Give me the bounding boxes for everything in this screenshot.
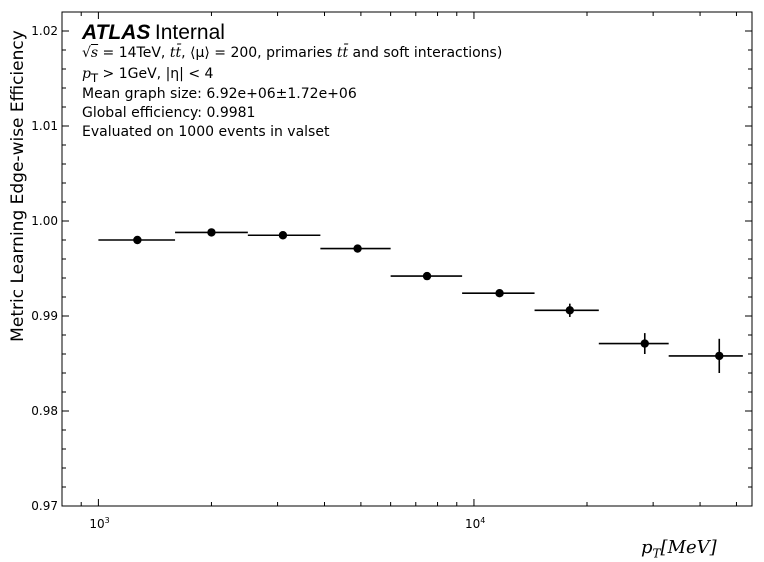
x-tick-exponent: 3 xyxy=(104,516,110,525)
data-point xyxy=(534,303,599,317)
x-tick-base: 10 xyxy=(464,517,481,531)
soft-text: and soft interactions) xyxy=(348,45,503,61)
y-axis-label: Metric Learning Edge-wise Efficiency xyxy=(8,30,28,342)
energy-text: = 14TeV, xyxy=(98,45,170,61)
sqrt-s-symbol: s xyxy=(90,45,99,61)
data-marker xyxy=(495,289,504,298)
cut-sub: T xyxy=(90,70,99,85)
cuts-line: pT > 1GeV, |η| < 4 xyxy=(82,67,213,84)
evaluated-line: Evaluated on 1000 events in valset xyxy=(82,124,330,140)
data-point xyxy=(98,235,176,245)
x-axis-var: p xyxy=(641,537,653,558)
y-tick-label: 1.00 xyxy=(31,214,58,228)
experiment-label: ATLAS Internal xyxy=(82,22,225,43)
data-points xyxy=(98,228,743,373)
x-axis-label: pT[MeV] xyxy=(641,537,717,561)
data-marker xyxy=(640,339,649,348)
data-marker xyxy=(133,235,142,245)
data-marker xyxy=(278,231,288,240)
data-point xyxy=(247,231,321,240)
data-point xyxy=(320,244,391,253)
y-tick-label: 1.01 xyxy=(31,119,58,133)
data-marker xyxy=(207,228,216,237)
pileup-text: , ⟨μ⟩ = 200, primaries xyxy=(181,45,337,61)
process-label-2: tt̄ xyxy=(336,45,349,61)
conditions-line: √s = 14TeV, tt̄, ⟨μ⟩ = 200, primaries tt… xyxy=(82,45,503,61)
process-label-1: tt̄ xyxy=(169,45,182,61)
data-marker xyxy=(565,306,575,315)
data-marker xyxy=(715,351,724,361)
data-marker xyxy=(353,244,362,253)
data-point xyxy=(390,271,463,281)
atlas-logo-text: ATLAS xyxy=(82,21,151,44)
global-efficiency-line: Global efficiency: 0.9981 xyxy=(82,105,256,121)
data-point xyxy=(598,333,669,354)
data-point xyxy=(462,289,535,298)
x-tick-label: 103 xyxy=(89,516,109,531)
x-tick-base: 10 xyxy=(89,517,105,531)
x-tick-label: 104 xyxy=(465,516,485,531)
x-axis-unit: [MeV] xyxy=(660,537,717,558)
x-axis-sub: T xyxy=(652,546,661,561)
data-point xyxy=(668,338,743,373)
internal-label: Internal xyxy=(154,21,225,44)
y-tick-label: 0.98 xyxy=(31,404,58,418)
data-point xyxy=(175,228,248,237)
y-tick-label: 1.02 xyxy=(31,24,58,38)
axis-ticks xyxy=(62,12,752,507)
x-tick-exponent: 4 xyxy=(480,516,486,525)
data-marker xyxy=(422,271,432,281)
y-tick-label: 0.99 xyxy=(31,309,58,323)
graph-size-line: Mean graph size: 6.92e+06±1.72e+06 xyxy=(82,86,357,102)
cut-text: > 1GeV, |η| < 4 xyxy=(98,66,214,82)
cut-var: p xyxy=(82,66,91,82)
y-tick-label: 0.97 xyxy=(31,499,58,513)
